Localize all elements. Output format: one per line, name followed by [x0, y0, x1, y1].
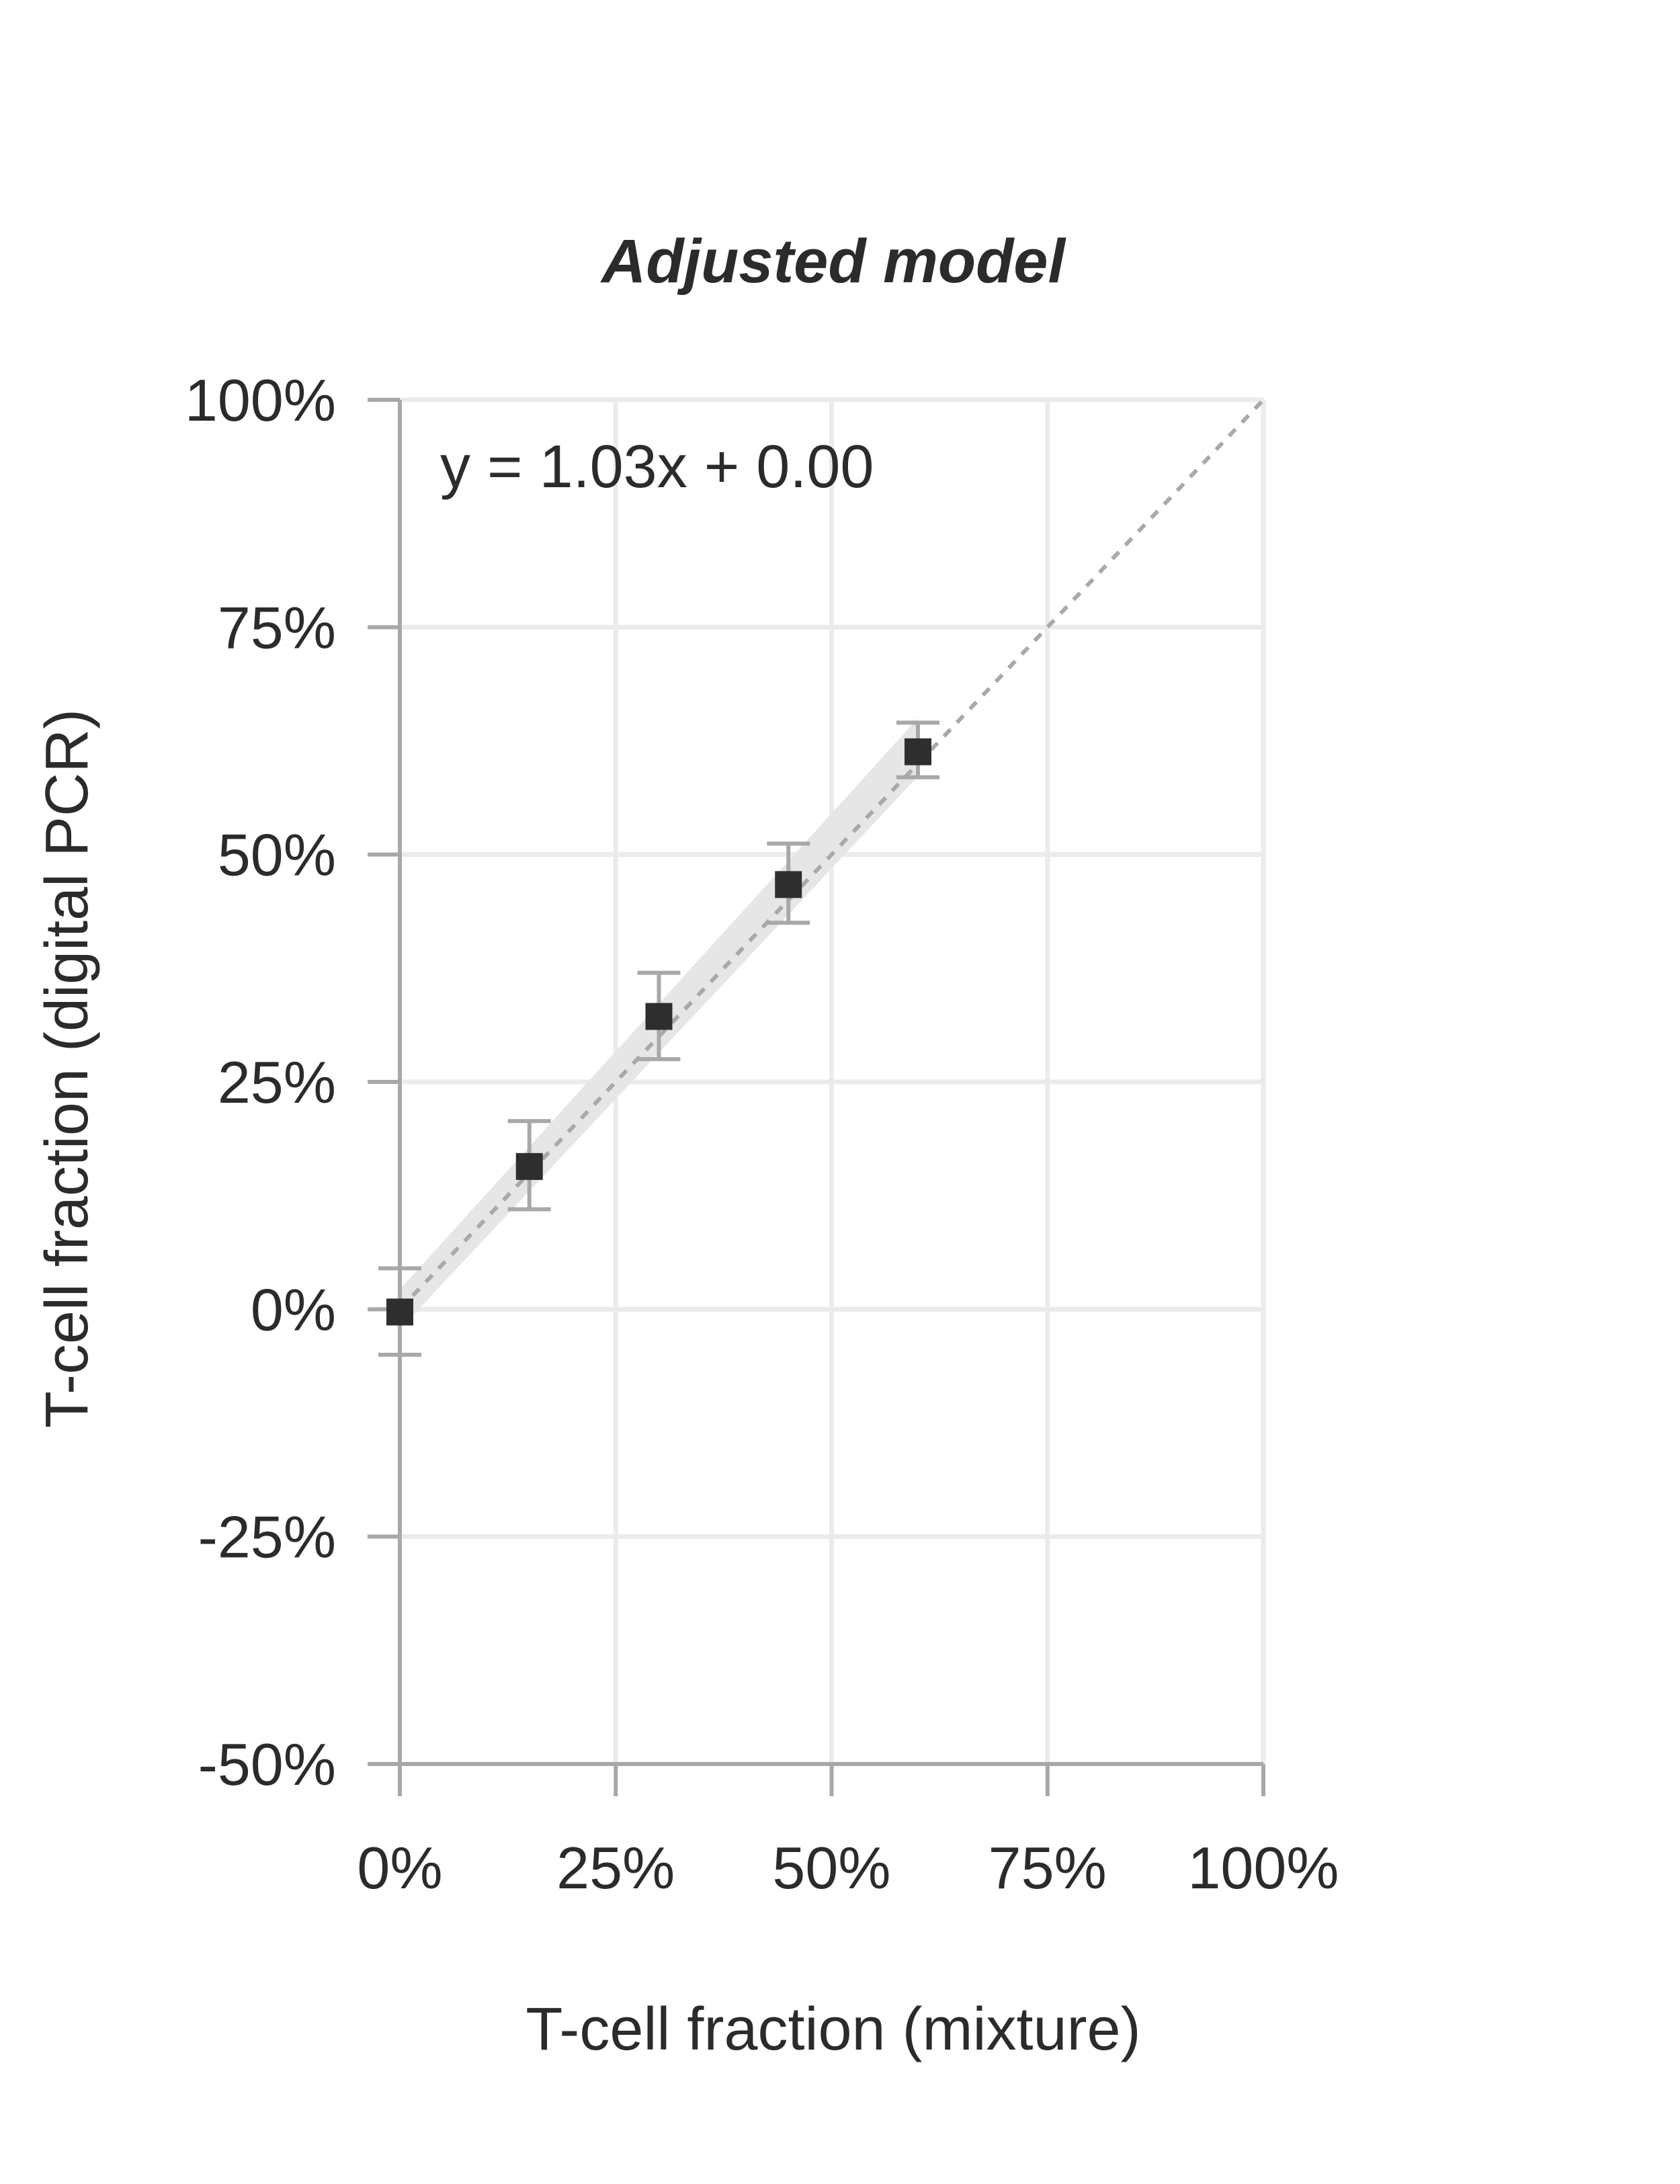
x-tick-label: 0% — [357, 1835, 442, 1901]
data-points — [386, 738, 931, 1326]
data-point — [645, 1003, 673, 1030]
x-tick-label: 100% — [1187, 1835, 1339, 1901]
data-point — [386, 1298, 413, 1326]
identity-line — [398, 398, 1265, 1311]
y-axis-title: T-cell fraction (digital PCR) — [34, 709, 101, 1428]
y-tick-label: 100% — [185, 367, 336, 433]
y-tick-labels: -50% -25% 0% 25% 50% 75% 100% — [185, 367, 336, 1798]
x-tick-label: 75% — [989, 1835, 1107, 1901]
x-axis-title: T-cell fraction (mixture) — [526, 1996, 1140, 2063]
grid-lines — [400, 397, 1266, 1764]
x-tick-label: 25% — [556, 1835, 675, 1901]
x-tick-label: 50% — [772, 1835, 890, 1901]
data-point — [515, 1152, 543, 1180]
y-tick-label: 0% — [251, 1276, 336, 1343]
identity-line-dotted — [398, 398, 1265, 1311]
axes — [368, 398, 1265, 1796]
y-tick-label: 25% — [218, 1049, 336, 1116]
x-tick-labels: 0% 25% 50% 75% 100% — [357, 1835, 1339, 1901]
regression-equation: y = 1.03x + 0.00 — [440, 433, 874, 501]
data-point — [905, 738, 931, 765]
y-tick-label: -50% — [198, 1731, 336, 1798]
y-tick-label: 75% — [218, 594, 336, 661]
y-tick-label: -25% — [198, 1504, 336, 1570]
chart-title: Adjusted model — [600, 227, 1066, 296]
y-tick-label: 50% — [218, 822, 336, 888]
data-point — [775, 871, 802, 898]
